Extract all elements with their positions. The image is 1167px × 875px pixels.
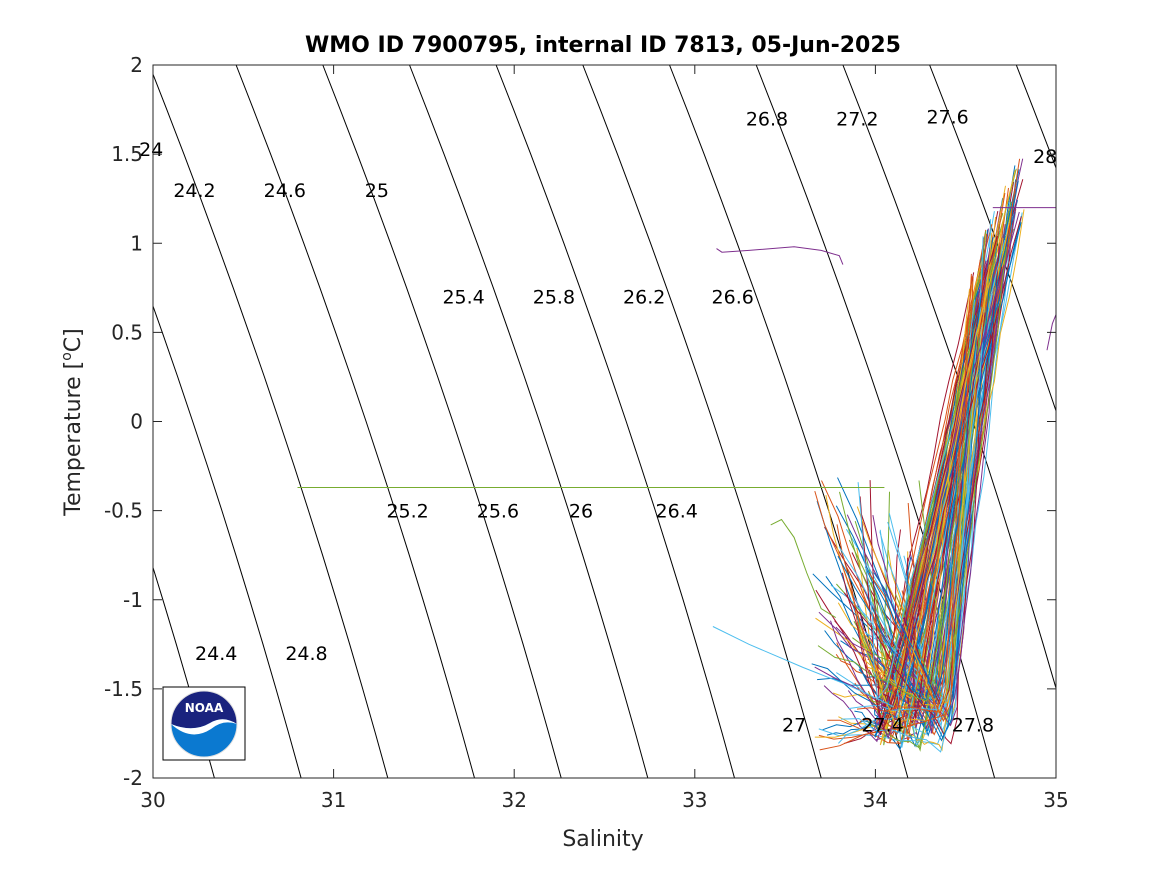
density-label: 25.6 bbox=[477, 501, 519, 523]
y-tick-label: 1 bbox=[130, 231, 143, 255]
density-label: 27.6 bbox=[926, 107, 968, 129]
x-tick-label: 33 bbox=[682, 788, 707, 812]
x-tick-label: 34 bbox=[863, 788, 888, 812]
y-tick-label: 0 bbox=[130, 410, 143, 434]
profile-lines bbox=[297, 158, 1056, 753]
density-label: 27.2 bbox=[836, 109, 878, 131]
density-label: 27 bbox=[782, 715, 806, 737]
density-label: 24.8 bbox=[285, 643, 327, 665]
density-label: 28 bbox=[1033, 146, 1057, 168]
density-contour-24.8 bbox=[235, 65, 475, 778]
density-label: 26.2 bbox=[623, 287, 665, 309]
profile-line bbox=[874, 222, 1022, 738]
density-label: 24 bbox=[139, 139, 163, 161]
density-contour-26.4 bbox=[929, 65, 1056, 413]
density-label: 26.6 bbox=[712, 287, 754, 309]
profile-line bbox=[846, 244, 1008, 718]
profile-line bbox=[873, 292, 982, 700]
x-tick-label: 32 bbox=[501, 788, 526, 812]
y-tick-label: -1 bbox=[123, 588, 143, 612]
profile-line bbox=[859, 264, 990, 729]
density-contour-24.4 bbox=[153, 304, 302, 778]
series-line-2 bbox=[712, 626, 894, 708]
density-label: 25.2 bbox=[386, 501, 428, 523]
density-contour-25.2 bbox=[409, 65, 649, 778]
density-label: 26.4 bbox=[656, 501, 698, 523]
density-contour-25 bbox=[322, 65, 562, 778]
density-label: 27.8 bbox=[952, 715, 994, 737]
chart-title: WMO ID 7900795, internal ID 7813, 05-Jun… bbox=[305, 33, 901, 58]
x-tick-label: 30 bbox=[140, 788, 165, 812]
profile-line bbox=[868, 216, 1022, 706]
density-contour-24.2 bbox=[153, 565, 215, 778]
density-label: 24.6 bbox=[264, 180, 306, 202]
density-label: 26.8 bbox=[746, 109, 788, 131]
density-contours bbox=[153, 65, 1167, 778]
axis-ticks: 30 31 32 33 34 35 -2 -1.5 -1 -0.5 0 0.5 1 1.5 2 bbox=[104, 53, 1069, 812]
noaa-logo: NOAA bbox=[162, 686, 246, 761]
profile-line bbox=[868, 276, 974, 723]
y-tick-label: -2 bbox=[123, 766, 143, 790]
profile-line bbox=[856, 232, 993, 714]
density-label: 25.8 bbox=[533, 287, 575, 309]
series-line-0 bbox=[716, 246, 844, 265]
y-tick-label: -1.5 bbox=[104, 677, 143, 701]
y-tick-label: -0.5 bbox=[104, 499, 143, 523]
profile-line bbox=[841, 235, 998, 731]
x-tick-label: 35 bbox=[1043, 788, 1068, 812]
density-contour-24.6 bbox=[153, 72, 389, 778]
density-contour-25.6 bbox=[582, 65, 822, 778]
density-label: 24.2 bbox=[173, 180, 215, 202]
density-label: 26 bbox=[569, 501, 593, 523]
density-labels: 24 24.2 24.6 25 25.4 25.8 26.2 26.6 26.8 27.2 27.6… bbox=[139, 107, 1057, 737]
noaa-logo-text: NOAA bbox=[185, 701, 224, 715]
density-label: 24.4 bbox=[195, 643, 237, 665]
series-line-3 bbox=[770, 518, 836, 619]
density-label: 25.4 bbox=[442, 287, 484, 309]
density-contour-25.4 bbox=[495, 65, 735, 778]
profile-line bbox=[837, 278, 991, 742]
density-contour-26.8 bbox=[1103, 65, 1167, 778]
density-contour-26.6 bbox=[1015, 65, 1056, 170]
y-tick-label: 0.5 bbox=[111, 320, 143, 344]
y-axis-label: Temperature [oC] bbox=[59, 328, 86, 516]
profile-line bbox=[858, 199, 1018, 688]
y-tick-label: 2 bbox=[130, 53, 143, 77]
density-label: 27.4 bbox=[861, 715, 903, 737]
profile-line bbox=[869, 264, 988, 726]
y-tick-label: 1.5 bbox=[111, 142, 143, 166]
x-axis-label: Salinity bbox=[562, 827, 643, 852]
series-line-4 bbox=[1046, 314, 1056, 351]
profile-line bbox=[836, 229, 987, 723]
density-label: 25 bbox=[365, 180, 389, 202]
x-tick-label: 31 bbox=[321, 788, 346, 812]
